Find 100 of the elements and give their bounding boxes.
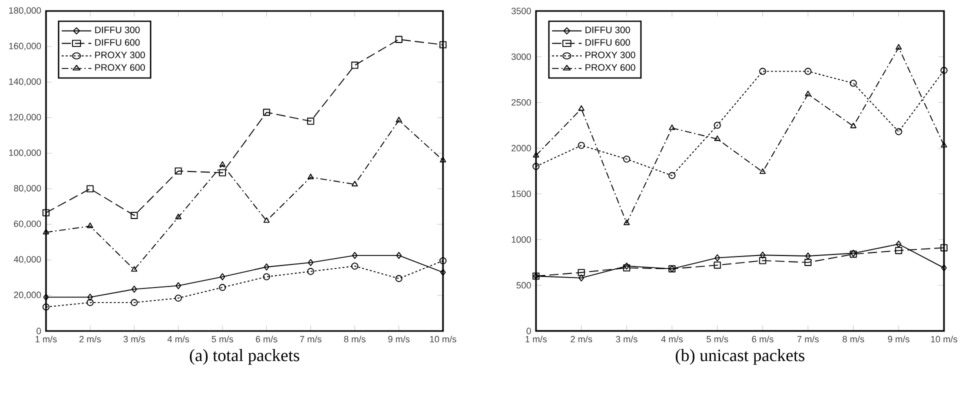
x-tick-label: 1 m/s bbox=[526, 336, 547, 342]
y-tick-label: 0 bbox=[526, 328, 531, 334]
y-tick-label: 60,000 bbox=[14, 220, 41, 228]
point bbox=[263, 273, 270, 280]
x-tick-label: 3 m/s bbox=[124, 336, 145, 342]
y-tick-label: 2500 bbox=[512, 99, 531, 106]
x-tick-label: 5 m/s bbox=[212, 336, 234, 342]
point bbox=[668, 172, 676, 180]
legend-label: PROXY 300 bbox=[586, 52, 636, 58]
y-tick-label: 160,000 bbox=[9, 42, 41, 50]
x-tick-label: 9 m/s bbox=[888, 336, 910, 342]
point bbox=[86, 185, 94, 192]
legend-label: PROXY 600 bbox=[586, 64, 636, 71]
x-tick-label: 1 m/s bbox=[36, 336, 57, 342]
point bbox=[42, 209, 50, 216]
point bbox=[218, 284, 226, 291]
point bbox=[714, 135, 720, 141]
x-tick-label: 2 m/s bbox=[79, 336, 101, 342]
point bbox=[804, 258, 812, 266]
y-tick-label: 80,000 bbox=[14, 185, 41, 193]
y-tick-label: 20,000 bbox=[14, 292, 41, 300]
point bbox=[578, 268, 585, 276]
point bbox=[440, 156, 446, 162]
point bbox=[352, 180, 358, 186]
point bbox=[578, 142, 585, 149]
point bbox=[439, 257, 447, 264]
y-tick-label: 0 bbox=[36, 328, 41, 334]
legend-label: DIFFU 300 bbox=[586, 26, 630, 34]
text: (a) total packets bbox=[190, 349, 300, 365]
point bbox=[131, 266, 138, 272]
x-tick-label: 2 m/s bbox=[570, 336, 592, 342]
point bbox=[307, 118, 314, 125]
point bbox=[174, 167, 182, 175]
point bbox=[440, 268, 446, 276]
point bbox=[439, 41, 447, 48]
point bbox=[760, 168, 766, 174]
x-tick-label: 10 m/s bbox=[430, 336, 456, 342]
y-tick-label: 100,000 bbox=[9, 149, 41, 157]
point bbox=[395, 36, 402, 43]
point bbox=[396, 252, 402, 259]
text: (b) unicast packets bbox=[676, 349, 804, 365]
point bbox=[804, 68, 812, 75]
point bbox=[43, 294, 49, 301]
point bbox=[850, 80, 857, 87]
point bbox=[532, 152, 540, 158]
point bbox=[940, 142, 948, 148]
y-tick-label: 120,000 bbox=[9, 114, 41, 122]
point bbox=[760, 252, 766, 259]
point bbox=[42, 303, 50, 311]
x-tick-label: 4 m/s bbox=[661, 336, 683, 342]
legend-label: PROXY 300 bbox=[95, 52, 145, 58]
point bbox=[714, 262, 721, 269]
point bbox=[578, 105, 584, 111]
point bbox=[263, 108, 270, 116]
y-tick-label: 3500 bbox=[511, 8, 531, 14]
point bbox=[896, 44, 902, 50]
legend-label: DIFFU 600 bbox=[95, 39, 140, 46]
point bbox=[86, 222, 94, 228]
x-tick-label: 6 m/s bbox=[752, 336, 774, 342]
point bbox=[42, 228, 50, 234]
point bbox=[176, 282, 182, 290]
point bbox=[220, 273, 226, 280]
y-tick-label: 500 bbox=[516, 282, 531, 288]
point bbox=[714, 254, 720, 262]
point bbox=[940, 244, 948, 252]
point bbox=[175, 214, 182, 220]
y-tick-label: 140,000 bbox=[9, 78, 41, 86]
point bbox=[395, 275, 402, 282]
point bbox=[714, 122, 721, 129]
legend-label: DIFFU 300 bbox=[95, 26, 140, 34]
point bbox=[351, 262, 358, 270]
y-tick-label: 1500 bbox=[512, 190, 531, 198]
legend-label: PROXY 600 bbox=[95, 64, 145, 71]
x-tick-label: 5 m/s bbox=[706, 336, 728, 342]
point bbox=[308, 259, 314, 266]
x-tick-label: 8 m/s bbox=[842, 336, 864, 342]
y-tick-label: 1000 bbox=[512, 236, 531, 243]
point bbox=[131, 286, 137, 293]
y-tick-label: 180,000 bbox=[9, 7, 41, 15]
x-tick-label: 6 m/s bbox=[256, 336, 278, 342]
point bbox=[218, 169, 226, 176]
x-tick-label: 7 m/s bbox=[300, 336, 322, 342]
x-tick-label: 9 m/s bbox=[388, 336, 410, 342]
point bbox=[87, 294, 93, 301]
point bbox=[668, 124, 676, 130]
point bbox=[86, 299, 94, 306]
point bbox=[624, 220, 630, 226]
point bbox=[219, 161, 226, 167]
point bbox=[941, 264, 947, 272]
point bbox=[396, 116, 402, 122]
point bbox=[351, 62, 358, 69]
point bbox=[895, 128, 902, 136]
point bbox=[352, 252, 358, 259]
point bbox=[264, 263, 270, 271]
point bbox=[130, 299, 138, 306]
point bbox=[263, 217, 270, 223]
point bbox=[174, 294, 182, 302]
point bbox=[805, 252, 811, 260]
x-tick-label: 8 m/s bbox=[344, 336, 366, 342]
point bbox=[804, 90, 812, 96]
